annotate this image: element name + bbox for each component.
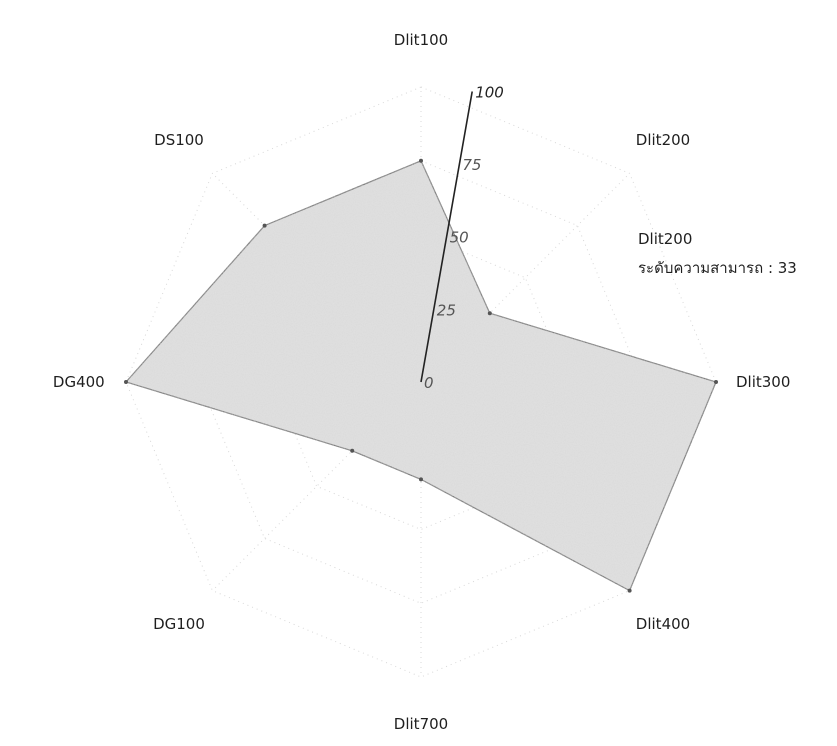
category-label-dlit300: Dlit300 bbox=[736, 373, 790, 391]
category-label-dlit100: Dlit100 bbox=[394, 31, 448, 49]
data-point-dlit400 bbox=[627, 588, 632, 593]
radial-tick-label: 50 bbox=[450, 229, 469, 247]
grid-ring-75 bbox=[199, 160, 643, 604]
grid-spoke-dg100 bbox=[212, 381, 422, 591]
radial-axis: 0 25 50 75 100 bbox=[420, 84, 504, 392]
category-labels: Dlit100 Dlit200 Dlit300 Dlit400 Dlit700 DG100… bbox=[53, 31, 791, 733]
category-label-dlit200: Dlit200 bbox=[636, 131, 690, 149]
hover-tooltip: Dlit200 ระดับความสามารถ : 33 bbox=[638, 225, 797, 283]
radial-tick-label: 0 bbox=[424, 374, 434, 392]
grid-spoke-ds100 bbox=[212, 173, 422, 383]
radar-data-layer bbox=[124, 158, 718, 593]
tooltip-value: ระดับความสามารถ : 33 bbox=[638, 259, 797, 277]
radial-tick-label: 25 bbox=[437, 301, 456, 319]
grid-spoke-dlit200 bbox=[420, 173, 630, 383]
data-point-dg100 bbox=[350, 448, 355, 453]
radial-tick-label: 100 bbox=[475, 84, 504, 102]
category-label-ds100: DS100 bbox=[154, 131, 204, 149]
data-point-dlit300 bbox=[714, 380, 718, 384]
category-label-dg100: DG100 bbox=[153, 615, 205, 633]
data-area bbox=[124, 160, 717, 592]
data-point-ds100 bbox=[262, 223, 267, 228]
data-point-dg400 bbox=[124, 380, 128, 384]
radial-tick-label: 75 bbox=[462, 156, 481, 174]
grid-ring-50 bbox=[272, 233, 570, 531]
radial-axis-line bbox=[420, 91, 473, 383]
category-label-dlit400: Dlit400 bbox=[636, 615, 690, 633]
category-label-dlit700: Dlit700 bbox=[394, 715, 448, 733]
data-point-dlit200 bbox=[487, 311, 492, 316]
data-point-dlit700 bbox=[419, 477, 423, 482]
data-point-dlit100 bbox=[419, 158, 423, 163]
category-label-dg400: DG400 bbox=[53, 373, 105, 391]
tooltip-category: Dlit200 bbox=[638, 230, 693, 248]
grid-ring-100 bbox=[125, 86, 717, 678]
